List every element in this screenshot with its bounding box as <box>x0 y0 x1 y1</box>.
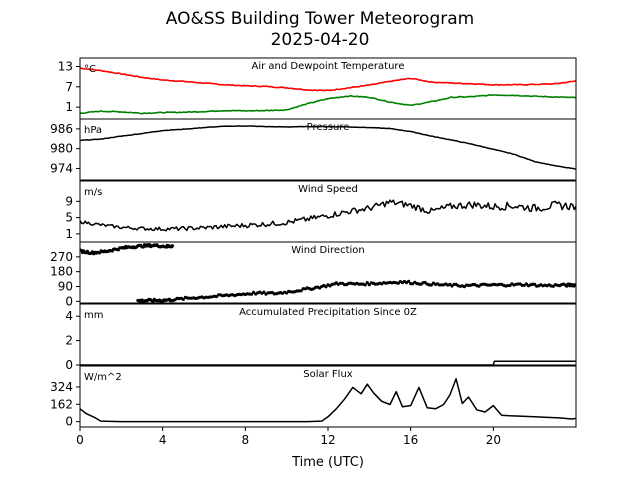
x-tick-label: 20 <box>486 433 501 447</box>
y-tick-label: 0 <box>65 294 73 308</box>
wind-direction-point <box>363 283 367 287</box>
y-tick-label: 7 <box>65 80 73 94</box>
x-tick-label: 0 <box>76 433 84 447</box>
panel-unit: mm <box>84 310 103 321</box>
y-tick-label: 986 <box>50 122 73 136</box>
panel-title: Wind Direction <box>291 245 365 256</box>
panel-1: 986 980 974 Pressure hPa <box>50 118 577 181</box>
panel-title: Solar Flux <box>303 369 353 380</box>
wind-direction-point <box>181 297 185 301</box>
series-5-0-line <box>80 378 576 423</box>
panel-unit: m/s <box>84 187 102 198</box>
series-0-1-line <box>80 94 576 115</box>
panel-frame <box>79 118 577 181</box>
wind-direction-point <box>524 282 529 286</box>
y-tick-label: 1 <box>65 227 73 241</box>
panel-unit: W/m^2 <box>84 372 122 383</box>
wind-direction-point <box>249 292 254 296</box>
wind-direction-point <box>365 281 369 285</box>
y-tick-label: 13 <box>58 59 73 73</box>
wind-direction-point <box>262 290 266 294</box>
y-tick-label: 270 <box>50 250 73 264</box>
wind-direction-point <box>407 279 411 283</box>
series-3-1 <box>136 279 576 303</box>
figure-title-line2: 2025-04-20 <box>271 30 370 50</box>
wind-direction-point <box>324 285 328 289</box>
panel-unit: hPa <box>84 125 102 136</box>
series-4-0-line <box>80 360 576 365</box>
y-tick-label: 4 <box>65 309 73 323</box>
y-tick-label: 5 <box>65 211 73 225</box>
wind-direction-point <box>170 244 174 248</box>
x-axis-label: Time (UTC) <box>291 455 364 470</box>
panel-title: Pressure <box>307 122 350 133</box>
x-tick-label: 8 <box>242 433 250 447</box>
series-2-0-line <box>80 199 576 232</box>
y-tick-label: 980 <box>50 142 73 156</box>
x-tick-label: 4 <box>159 433 167 447</box>
panel-title: Wind Speed <box>298 184 358 195</box>
y-tick-label: 180 <box>50 265 73 279</box>
panel-unit: °C <box>84 64 96 75</box>
panel-0: 13 7 1 Air and Dewpoint Temperature °C <box>58 57 577 120</box>
x-tick-label: 16 <box>403 433 418 447</box>
panel-frame <box>79 303 577 366</box>
wind-direction-point <box>573 283 576 287</box>
panel-title: Air and Dewpoint Temperature <box>252 61 405 72</box>
panel-frame <box>79 241 577 304</box>
y-tick-label: 974 <box>50 161 73 175</box>
x-axis: 0 4 8 12 16 20 <box>76 427 501 447</box>
wind-direction-point <box>299 289 303 293</box>
y-tick-label: 1 <box>65 100 73 114</box>
series-1-0-line <box>80 125 576 170</box>
y-tick-label: 90 <box>58 280 73 294</box>
y-tick-label: 9 <box>65 194 73 208</box>
panel-4: 4 2 0 Accumulated Precipitation Since 0Z mm <box>65 303 577 372</box>
figure-title-line1: AO&SS Building Tower Meteorogram <box>166 9 474 29</box>
y-tick-label: 0 <box>65 415 73 429</box>
y-tick-label: 324 <box>50 380 73 394</box>
y-tick-label: 162 <box>50 397 73 411</box>
wind-direction-point <box>367 283 371 287</box>
panel-5: 324 162 0 Solar Flux W/m^2 <box>50 365 577 429</box>
y-tick-label: 2 <box>65 334 73 348</box>
series-0-0-line <box>80 67 576 92</box>
x-tick-label: 12 <box>320 433 335 447</box>
y-tick-label: 0 <box>65 358 73 372</box>
panel-2: 9 5 1 Wind Speed m/s <box>65 180 577 243</box>
wind-direction-point <box>429 283 433 287</box>
panel-title: Accumulated Precipitation Since 0Z <box>239 307 417 318</box>
panels-group: 13 7 1 Air and Dewpoint Temperature °C 986 980… <box>50 57 577 429</box>
series-3-0 <box>80 243 174 256</box>
